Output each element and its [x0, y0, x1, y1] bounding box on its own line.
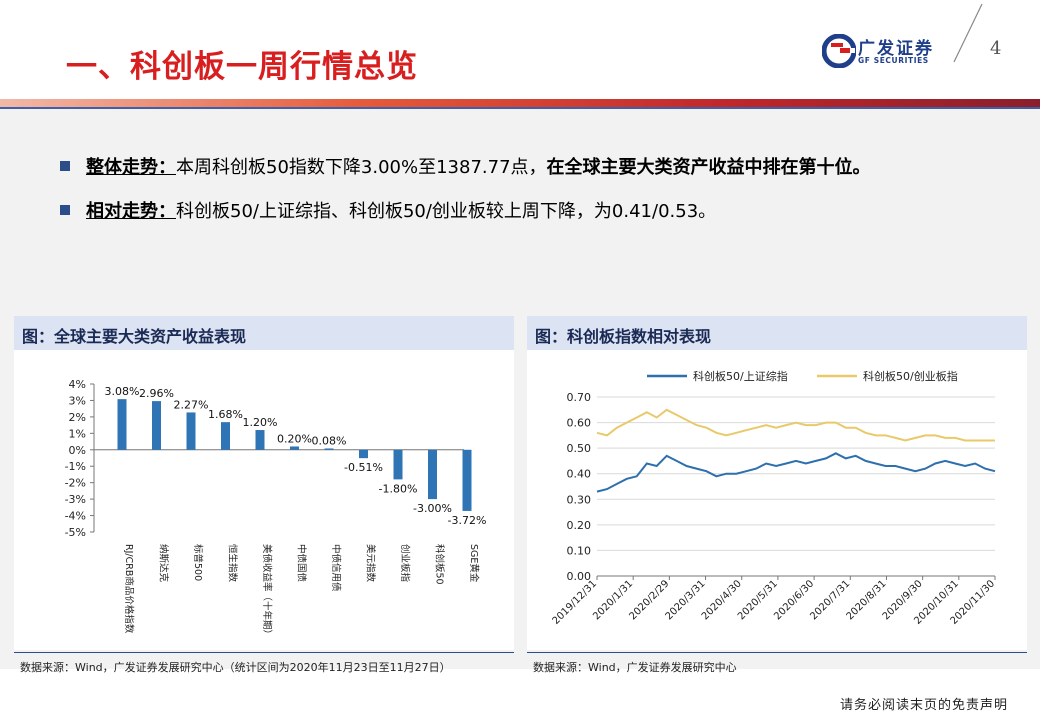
left-chart-title: 图：全球主要大类资产收益表现 [22, 327, 247, 346]
bullet-text: 科创板50/上证综指、科创板50/创业板较上周下降，为0.41/0.53。 [176, 201, 717, 222]
page-title: 一、科创板一周行情总览 [66, 49, 418, 85]
bar-data-label: 2.27% [174, 398, 209, 411]
series-line [596, 452, 996, 493]
bar-data-label: 0.08% [312, 434, 347, 447]
bullet-overall-trend: 整体走势：本周科创板50指数下降3.00%至1387.77点，在全球主要大类资产… [60, 153, 871, 179]
right-chart-title: 图：科创板指数相对表现 [535, 327, 712, 346]
right-chart-panel [527, 316, 1027, 650]
bullet-text: 本周科创板50指数下降3.00%至1387.77点， [176, 157, 547, 178]
bar-data-label: -3.72% [448, 514, 487, 527]
legend-label: 科创板50/创业板指 [863, 369, 958, 383]
bar-category-label: 美债收益率（十年期） [261, 544, 273, 639]
bar-y-tick-label: 0% [69, 444, 86, 457]
disclaimer-notice: 请务必阅读末页的免责声明 [840, 698, 1009, 713]
bar-category-label: 科创板50 [434, 544, 446, 585]
line-x-tick-label: 2019/12/31 [551, 578, 600, 627]
header-accent-bar [0, 99, 1040, 107]
bar-data-label: 1.20% [243, 416, 278, 429]
bar-data-label: 0.20% [277, 432, 312, 445]
bullet-label: 相对走势： [86, 201, 176, 222]
bar-category-label: 恒生指数 [227, 544, 239, 583]
line-y-tick-label: 0.60 [567, 417, 592, 430]
bar-category-label: 标普500 [192, 544, 204, 581]
bar-data-label: -3.00% [413, 502, 452, 515]
bar-y-tick-label: -1% [65, 460, 86, 473]
bar-y-tick-label: 1% [69, 427, 86, 440]
bar [359, 449, 368, 459]
bar [152, 401, 161, 450]
right-source-divider [527, 652, 1027, 653]
legend-label: 科创板50/上证综指 [693, 369, 788, 383]
bar [255, 430, 265, 450]
bar-category-label: 纳斯达克 [158, 544, 170, 583]
line-y-tick-label: 0.40 [567, 468, 592, 481]
line-y-tick-label: 0.70 [567, 391, 592, 404]
bar-category-label: RJ/CRB商品价格指数 [123, 544, 135, 634]
series-line [596, 408, 995, 442]
left-chart-source: 数据来源：Wind，广发证券发展研究中心（统计区间为2020年11月23日至11… [20, 661, 451, 674]
bar [324, 448, 334, 450]
bar-category-label: 中债国债 [296, 544, 308, 583]
bullet-relative-trend: 相对走势：科创板50/上证综指、科创板50/创业板较上周下降，为0.41/0.5… [60, 197, 716, 223]
bar-data-label: -0.51% [344, 461, 383, 474]
bullet-label: 整体走势： [86, 157, 176, 178]
left-source-divider [14, 652, 514, 653]
company-logo: 广发证券 GF SECURITIES [822, 34, 946, 68]
bar-y-tick-label: -3% [65, 493, 86, 506]
header-accent-line [0, 107, 1040, 109]
bullet-square-icon [60, 161, 70, 171]
logo-english-name: GF SECURITIES [858, 56, 929, 65]
bar [221, 422, 230, 450]
bar-y-tick-label: 4% [69, 378, 86, 391]
bar [290, 446, 299, 450]
line-y-tick-label: 0.20 [567, 519, 592, 532]
bar-data-label: 1.68% [208, 408, 243, 421]
bullet-square-icon [60, 205, 70, 215]
bar [428, 449, 437, 500]
asset-returns-bar-chart: 4% 3% 2% 1% 0% -1% -2% -3% -4% -5% 3.08% RJ/CRB商品价格… [65, 378, 487, 639]
bar-data-label: 2.96% [139, 387, 174, 400]
bar [393, 449, 403, 480]
logo-chinese-name: 广发证券 [858, 39, 934, 59]
bar-category-label: 中债信用债 [330, 544, 342, 592]
right-chart-heading: 图：科创板指数相对表现 [527, 316, 1027, 350]
left-chart-heading: 图：全球主要大类资产收益表现 [14, 316, 514, 350]
line-y-tick-label: 0.10 [567, 544, 592, 557]
bar-data-label: 3.08% [105, 385, 140, 398]
line-y-tick-label: 0.00 [567, 570, 592, 583]
star-index-relative-line-chart: 科创板50/上证综指 科创板50/创业板指 0.70 0.60 0.50 0.40 0.30… [551, 369, 998, 627]
bar-y-tick-label: -2% [65, 477, 86, 490]
bar-y-tick-label: 3% [69, 394, 86, 407]
bar-y-tick-label: -5% [65, 526, 86, 539]
line-y-tick-label: 0.50 [567, 442, 592, 455]
bar-y-tick-label: 2% [69, 411, 86, 424]
gf-logo-icon [822, 34, 856, 68]
bullet-bold-text: 在全球主要大类资产收益中排在第十位。 [546, 157, 871, 178]
bar [186, 412, 196, 450]
bar-y-tick-label: -4% [65, 510, 86, 523]
bar [117, 399, 127, 450]
header-divider [953, 3, 983, 63]
bar-category-label: 美元指数 [365, 544, 377, 583]
bar [462, 449, 472, 511]
right-chart-source: 数据来源：Wind，广发证券发展研究中心 [533, 661, 737, 674]
bar-category-label: SGE黄金 [468, 544, 480, 583]
page-number: 4 [990, 38, 1002, 59]
line-y-tick-label: 0.30 [567, 493, 592, 506]
bar-data-label: -1.80% [379, 482, 418, 495]
bar-category-label: 创业板指 [399, 544, 411, 583]
